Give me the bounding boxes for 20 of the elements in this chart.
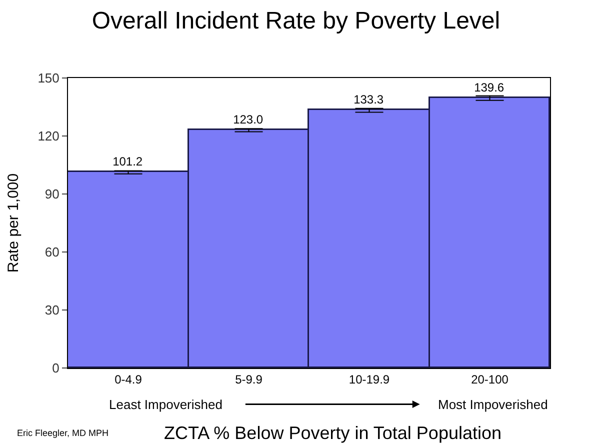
data-label: 101.2 [112, 154, 143, 168]
y-tick-label: 30 [44, 302, 60, 318]
x-tick-label: 0-4.9 [114, 372, 142, 386]
y-tick-label: 90 [44, 186, 60, 202]
y-tick-label: 0 [52, 360, 60, 376]
text: Most Impoverished [438, 397, 548, 412]
x-tick-label: 10-19.9 [348, 372, 390, 386]
y-tick-label: 120 [38, 128, 60, 144]
x-tick-label: 20-100 [471, 372, 509, 386]
x-axis-title: ZCTA % Below Poverty in Total Population [164, 423, 502, 443]
y-axis-title: Rate per 1,000 [4, 173, 22, 273]
text: Least Impoverished [109, 397, 222, 412]
y-tick-label: 60 [44, 244, 60, 260]
y-tick-label: 150 [38, 70, 60, 86]
chart-title: Overall Incident Rate by Poverty Level [92, 7, 500, 34]
x-tick-label: 5-9.9 [235, 372, 263, 386]
data-label: 139.6 [474, 80, 504, 94]
data-label: 133.3 [354, 92, 384, 106]
text: Eric Fleegler, MD MPH [17, 428, 109, 438]
data-label: 123.0 [233, 112, 264, 126]
